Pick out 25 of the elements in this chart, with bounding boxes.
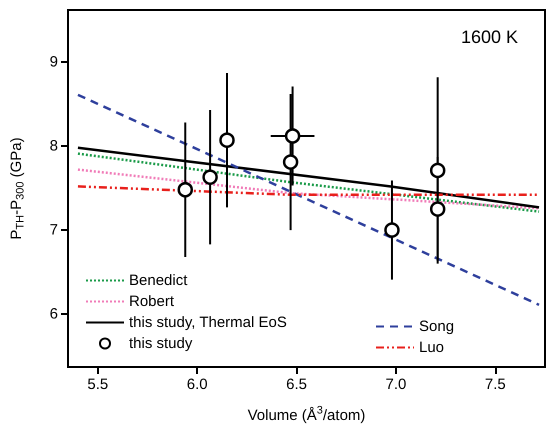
point	[178, 182, 194, 198]
point	[384, 222, 400, 238]
point	[284, 128, 300, 144]
point	[202, 169, 218, 185]
y-axis-title: PTH-P300 (GPa)	[8, 137, 26, 240]
annotation: 1600 K	[460, 27, 518, 47]
x-tick-label: 6.0	[186, 376, 208, 393]
legend-label: Luo	[419, 339, 444, 356]
point	[219, 132, 235, 148]
legend-label: Benedict	[129, 272, 188, 289]
point	[282, 154, 298, 170]
y-tick-label: 8	[50, 138, 58, 155]
legend-label: Song	[419, 318, 454, 335]
legend-label: Robert	[129, 293, 175, 310]
point	[430, 201, 446, 217]
y-tick-label: 7	[50, 222, 58, 239]
point	[430, 162, 446, 178]
legend-label: this study, Thermal EoS	[129, 314, 287, 331]
y-tick-label: 9	[50, 54, 58, 71]
y-tick-label: 6	[50, 306, 58, 323]
legend-label: this study	[129, 335, 193, 352]
x-tick-label: 7.5	[484, 376, 506, 393]
x-tick-label: 5.5	[87, 376, 108, 393]
x-tick-label: 7.0	[386, 376, 406, 393]
x-tick-label: 6.5	[286, 376, 307, 393]
